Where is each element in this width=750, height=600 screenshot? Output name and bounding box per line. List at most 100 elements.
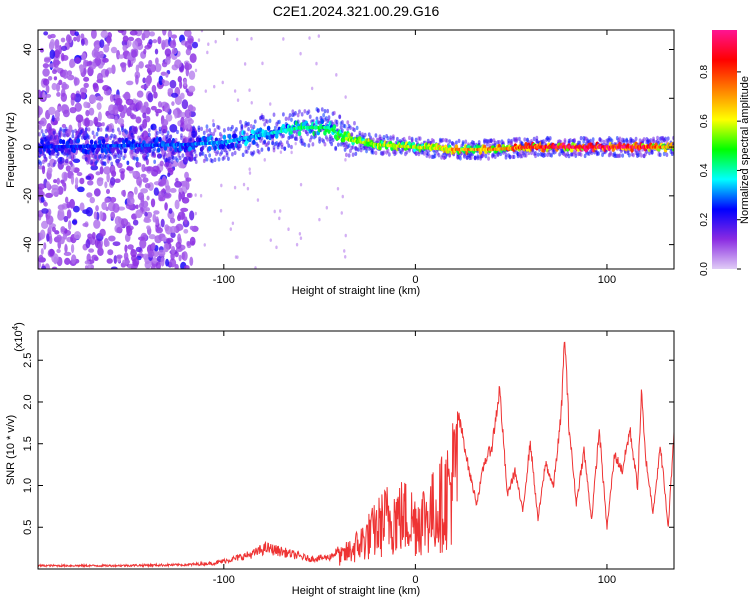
spectrogram-cell	[158, 75, 164, 86]
spectrogram-cell	[131, 49, 138, 58]
spectrogram-cell	[139, 238, 147, 249]
spectrogram-cell	[148, 234, 156, 240]
spectrogram-cell	[361, 132, 364, 137]
spectrogram-cell	[109, 156, 112, 161]
spectrogram-cell	[153, 146, 157, 152]
spectrogram-cell	[102, 57, 109, 63]
spectrogram-cell	[58, 135, 61, 140]
spectrogram-cell	[60, 53, 65, 62]
spectrogram-cell	[391, 136, 395, 141]
spectrogram-cell	[231, 221, 235, 226]
spectrogram-cell	[212, 122, 216, 128]
spectrogram-cell	[70, 243, 75, 254]
spectrogram-cell	[39, 229, 46, 240]
spectrogram-cell	[666, 136, 670, 141]
spectrogram-cell	[53, 76, 58, 81]
spectrogram-cell	[181, 99, 189, 110]
spectrogram-cell	[155, 111, 159, 117]
spectrogram-cell	[363, 132, 367, 138]
spectrogram-cell	[386, 136, 390, 141]
spectrogram-cell	[82, 209, 90, 215]
spectrogram-cell	[41, 150, 45, 155]
spectrogram-cell	[303, 109, 307, 114]
spectrogram-cell	[43, 31, 49, 36]
spectrogram-cell	[297, 131, 302, 137]
spectrogram-cell	[258, 127, 263, 133]
spectrogram-cell	[183, 216, 188, 225]
spectrogram-cell	[326, 108, 330, 114]
colorbar-ticks: 0.0 0.2 0.4 0.6 0.8	[699, 64, 741, 276]
spectrogram-cell	[48, 106, 56, 116]
spectrogram-cell	[563, 138, 567, 143]
spectrogram-cell	[122, 44, 128, 52]
spectrogram-cell	[176, 158, 179, 163]
spectrogram-cell	[320, 118, 325, 125]
spectrogram-cell	[167, 88, 174, 93]
spectrogram-cell	[138, 61, 144, 69]
spectrogram-cell	[359, 145, 363, 150]
spectrogram-cell	[69, 106, 77, 114]
spectrogram-cell	[153, 91, 158, 99]
spectrogram-cell	[212, 119, 215, 123]
spectrogram-cell	[147, 132, 151, 137]
spectrogram-cell	[189, 53, 197, 64]
spectrogram-cell	[150, 198, 156, 208]
spectrogram-cell	[220, 150, 224, 155]
spectrogram-cell	[84, 265, 89, 269]
spectrogram-cell	[638, 149, 642, 155]
spectrogram-cell	[40, 129, 44, 134]
spectrogram-cell	[591, 137, 595, 142]
spectrogram-cell	[112, 203, 120, 213]
spectrogram-cell	[349, 125, 352, 130]
spectrogram-cell	[169, 79, 177, 89]
spectrogram-cell	[136, 162, 142, 168]
spectrogram-cell	[99, 39, 105, 49]
colorbar-tick-label: 0.0	[699, 262, 710, 276]
snr-frame	[37, 330, 675, 570]
spectrogram-cell	[135, 209, 143, 219]
spectrogram-cell	[174, 181, 183, 188]
spectrogram-cell	[71, 133, 75, 139]
spectrogram-cell	[49, 49, 56, 60]
spectrogram-cell	[165, 157, 169, 163]
spectrogram-cell	[145, 76, 151, 87]
spectrogram-cell	[51, 187, 59, 196]
spectrogram-cell	[110, 46, 118, 54]
spectrogram-cell	[123, 153, 127, 159]
snr-x-axis-label: Height of straight line (km)	[292, 585, 420, 597]
snr-y-tick-label: 2.0	[22, 394, 34, 409]
spectrogram-cell	[75, 114, 84, 123]
spectrogram-cell	[56, 177, 61, 185]
spectrogram-cell	[287, 143, 291, 148]
spectrogram-cell	[281, 112, 285, 117]
spectrogram-cell	[445, 138, 449, 143]
spectrogram-cell	[155, 216, 159, 226]
spectrogram-cell	[68, 154, 72, 160]
spectrogram-cell	[153, 153, 157, 159]
spectrogram-cell	[83, 101, 89, 109]
spectrogram-cell	[642, 137, 646, 142]
spectrogram-cell	[317, 34, 321, 38]
spectrogram-cell	[54, 45, 61, 51]
spectrogram-cell	[80, 38, 85, 46]
spectrogram-cell	[60, 226, 66, 233]
spectrogram-cell	[382, 150, 386, 155]
spectrogram-cell	[111, 140, 115, 145]
spectrogram-cell	[46, 233, 50, 242]
spectrogram-cell	[135, 246, 142, 253]
spectrogram-cell	[163, 192, 172, 199]
spectrogram-cell	[90, 165, 99, 171]
spectrogram-cell	[184, 264, 190, 269]
spectrogram-cell	[504, 152, 508, 157]
spectrogram-cell	[288, 113, 292, 118]
colorbar-tick-label: 0.6	[699, 114, 710, 128]
spectrogram-cell	[60, 92, 68, 103]
spectrogram-cell	[291, 134, 295, 139]
spectrogram-cell	[100, 30, 109, 38]
spectrogram-cell	[531, 147, 535, 153]
spectrogram-cell	[116, 254, 123, 259]
spectrogram-cell	[652, 136, 655, 142]
spectrogram-cell	[140, 106, 146, 114]
spectrogram-cell	[65, 165, 71, 172]
spectrogram-cell	[175, 241, 182, 249]
